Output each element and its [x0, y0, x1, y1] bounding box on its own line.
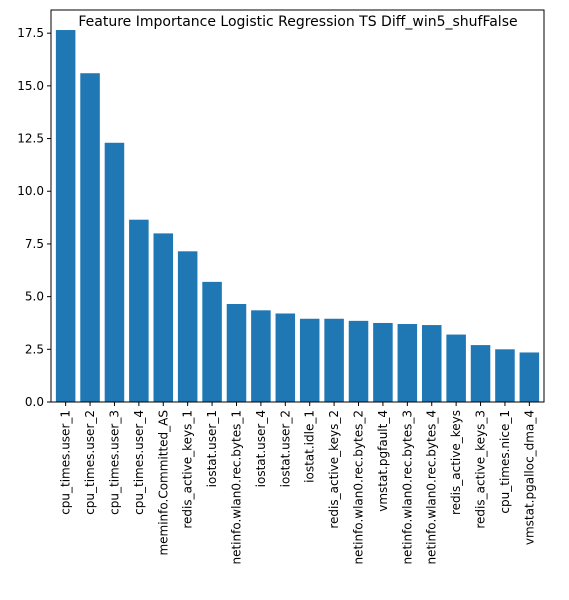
bar-cpu_times.user_2	[80, 73, 100, 403]
y-tick-label: 12.5	[17, 132, 44, 146]
x-tick-label: iostat.user_1	[205, 410, 219, 487]
x-tick-label: iostat.user_4	[254, 410, 268, 487]
x-tick-label: redis_active_keys_2	[327, 410, 341, 529]
bar-netinfo.wlan0.rec.bytes_4	[421, 325, 442, 402]
bar-meminfo.Committed_AS	[153, 233, 174, 402]
y-tick-label: 0.0	[25, 395, 44, 409]
x-tick-label: cpu_times.user_4	[132, 410, 146, 515]
bar-iostat.user_1	[202, 281, 222, 402]
x-tick-label: redis_active_keys	[449, 410, 463, 515]
bar-redis_active_keys	[446, 334, 466, 402]
bar-netinfo.wlan0.rec.bytes_3	[397, 324, 418, 402]
bar-cpu_times.nice_1	[495, 349, 515, 402]
bar-iostat.user_4	[251, 310, 271, 402]
x-tick-label: vmstat.pgfault_4	[376, 410, 390, 512]
bar-cpu_times.user_4	[129, 219, 149, 402]
bar-redis_active_keys_2	[324, 318, 344, 402]
x-tick-label: netinfo.wlan0.rec.bytes_2	[352, 410, 366, 565]
x-tick-label: meminfo.Committed_AS	[156, 410, 170, 556]
x-tick-label: cpu_times.user_3	[107, 410, 121, 515]
x-tick-label: cpu_times.user_1	[59, 410, 73, 515]
x-tick-label: cpu_times.nice_1	[498, 410, 512, 514]
x-tick-label: iostat.user_2	[278, 410, 292, 487]
x-tick-label: redis_active_keys_3	[474, 410, 488, 529]
x-tick-label: redis_active_keys_1	[181, 410, 195, 529]
bar-cpu_times.user_3	[104, 142, 125, 402]
x-tick-label: netinfo.wlan0.rec.bytes_3	[400, 410, 414, 565]
bar-iostat.idle_1	[299, 318, 320, 402]
y-axis: 0.0 2.5 5.0 7.5 10.0 12.5 15.0 17.5	[17, 26, 51, 409]
chart-title: Feature Importance Logistic Regression T…	[78, 14, 517, 30]
y-tick-label: 10.0	[17, 184, 44, 198]
y-tick-label: 17.5	[17, 26, 44, 40]
x-tick-label: vmstat.pgalloc_dma_4	[522, 410, 536, 545]
bar-netinfo.wlan0.rec.bytes_2	[348, 320, 369, 402]
x-tick-label: iostat.idle_1	[303, 410, 317, 483]
bar-netinfo.wlan0.rec.bytes_1	[226, 304, 247, 402]
x-tick-label: netinfo.wlan0.rec.bytes_4	[425, 410, 439, 565]
bar-redis_active_keys_1	[177, 251, 198, 402]
bar-vmstat.pgfault_4	[373, 322, 393, 402]
plot-frame	[50, 9, 545, 403]
bar-redis_active_keys_3	[470, 345, 491, 402]
x-tick-label: netinfo.wlan0.rec.bytes_1	[229, 410, 243, 565]
y-tick-label: 2.5	[25, 342, 44, 356]
bars	[55, 30, 540, 403]
y-tick-label: 5.0	[25, 290, 44, 304]
x-axis: cpu_times.user_1 cpu_times.user_2 cpu_time…	[59, 402, 536, 565]
bar-vmstat.pgalloc_dma_4	[519, 352, 540, 402]
y-tick-label: 7.5	[25, 237, 44, 251]
x-tick-label: cpu_times.user_2	[83, 410, 97, 515]
bar-cpu_times.user_1	[55, 30, 76, 402]
bar-iostat.user_2	[275, 313, 296, 402]
y-tick-label: 15.0	[17, 79, 44, 93]
